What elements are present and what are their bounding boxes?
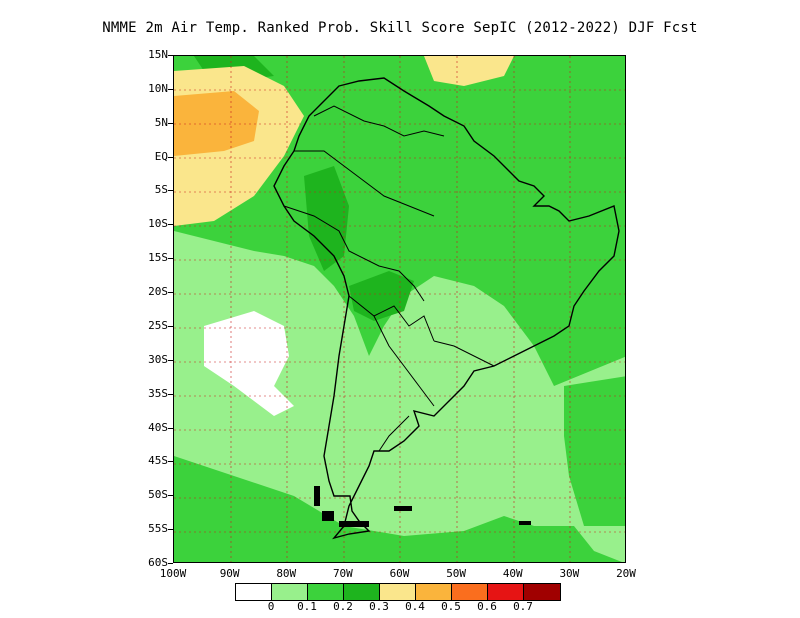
lat-tick: [168, 393, 173, 395]
colorbar-label: 0.4: [405, 600, 425, 613]
lat-tick-label: 50S: [148, 488, 168, 502]
lat-tick-label: 5N: [154, 115, 168, 129]
colorbar-label: 0.1: [297, 600, 317, 613]
lat-tick: [168, 224, 173, 226]
map-panel: [173, 55, 626, 563]
colorbar-swatch: [380, 584, 416, 600]
colorbar-swatch: [272, 584, 308, 600]
colorbar-label: 0.6: [477, 600, 497, 613]
colorbar-label: 0: [267, 600, 275, 613]
lat-tick-label: 40S: [148, 420, 168, 434]
lon-tick-label: 70W: [332, 567, 353, 580]
colorbar-swatch: [236, 584, 272, 600]
colorbar-swatch: [416, 584, 452, 600]
lat-tick-label: 25S: [148, 318, 168, 332]
grid-lines: [174, 56, 625, 562]
tierra-del-fuego: [314, 486, 531, 527]
lat-tick: [168, 563, 173, 564]
country-borders: [283, 105, 495, 452]
colorbar-swatch: [488, 584, 524, 600]
skill-region-light-west: [174, 271, 294, 316]
colorbar-swatch: [344, 584, 380, 600]
lon-tick-label: 30W: [559, 567, 580, 580]
colorbar-label: 0.5: [441, 600, 461, 613]
lat-tick-label: 55S: [148, 522, 168, 536]
lon-tick-label: 90W: [219, 567, 240, 580]
lon-tick-label: 60W: [389, 567, 410, 580]
lat-tick: [168, 88, 173, 90]
lat-tick-label: EQ: [154, 149, 168, 163]
colorbar-swatch: [524, 584, 560, 600]
map-svg: [174, 56, 625, 562]
colorbar-label: 0.2: [333, 600, 353, 613]
colorbar: [235, 583, 561, 601]
lat-tick-label: 20S: [148, 285, 168, 299]
lat-tick-label: 5S: [154, 183, 168, 197]
colorbar-label: 0.7: [513, 600, 533, 613]
lat-tick: [168, 55, 173, 56]
skill-region-orange-pacific: [174, 91, 259, 156]
lat-tick-label: 60S: [148, 556, 168, 569]
lat-tick-label: 30S: [148, 352, 168, 366]
lat-tick-label: 10N: [148, 81, 168, 95]
skill-region-white: [204, 311, 294, 416]
lat-tick-label: 35S: [148, 386, 168, 400]
lon-tick-label: 40W: [502, 567, 523, 580]
lon-tick-label: 80W: [276, 567, 297, 580]
chart-title: NMME 2m Air Temp. Ranked Prob. Skill Sco…: [102, 20, 698, 36]
lon-tick-label: 20W: [616, 567, 636, 580]
colorbar-swatch: [308, 584, 344, 600]
lat-tick: [168, 359, 173, 361]
lat-tick-label: 15N: [148, 48, 168, 61]
south-america-coastline: [273, 77, 620, 540]
lat-tick: [168, 156, 173, 158]
lat-tick-label: 10S: [148, 217, 168, 231]
skill-region-mid-south: [174, 456, 622, 562]
lat-tick: [168, 461, 173, 463]
lat-tick: [168, 529, 173, 531]
skill-region-yellow-carib: [424, 56, 514, 86]
lat-tick: [168, 292, 173, 294]
lon-tick-label: 100W: [159, 567, 187, 580]
colorbar-swatch: [452, 584, 488, 600]
skill-region-mid-east: [564, 376, 625, 526]
lat-tick: [168, 495, 173, 497]
lat-tick-label: 45S: [148, 454, 168, 468]
lat-tick: [168, 122, 173, 124]
lon-tick-label: 50W: [446, 567, 467, 580]
lat-tick: [168, 190, 173, 192]
lat-tick: [168, 258, 173, 260]
lat-tick-label: 15S: [148, 251, 168, 265]
lat-tick: [168, 325, 173, 327]
lat-tick: [168, 427, 173, 429]
colorbar-label: 0.3: [369, 600, 389, 613]
